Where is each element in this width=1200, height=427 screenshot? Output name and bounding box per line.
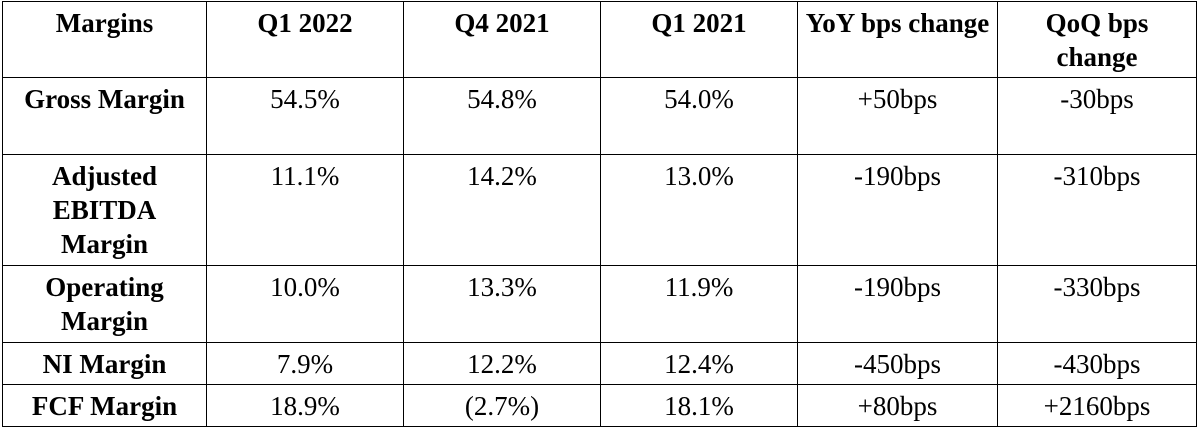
table-row: NI Margin 7.9% 12.2% 12.4% -450bps -430b… [2,342,1197,385]
column-header-q4-2021: Q4 2021 [403,1,601,78]
table-cell: -30bps [997,77,1197,155]
table-cell: -450bps [797,342,998,385]
row-label: Operating Margin [2,265,207,343]
table-cell: +80bps [797,384,998,427]
column-header-yoy-bps-change: YoY bps change [797,1,998,78]
column-header-qoq-bps-change: QoQ bps change [997,1,1197,78]
column-header-q1-2022: Q1 2022 [206,1,404,78]
table-cell: -310bps [997,154,1197,266]
table-cell: +2160bps [997,384,1197,427]
table-cell: 13.0% [600,154,798,266]
table-cell: -330bps [997,265,1197,343]
row-label: Gross Margin [2,77,207,155]
table-row: FCF Margin 18.9% (2.7%) 18.1% +80bps +21… [2,384,1197,427]
table-cell: 14.2% [403,154,601,266]
row-label: NI Margin [2,342,207,385]
table-row: Gross Margin 54.5% 54.8% 54.0% +50bps -3… [2,77,1197,155]
table-cell: 54.8% [403,77,601,155]
table-header-row: Margins Q1 2022 Q4 2021 Q1 2021 YoY bps … [2,1,1197,78]
table-cell: 10.0% [206,265,404,343]
table-cell: +50bps [797,77,998,155]
table-cell: 12.2% [403,342,601,385]
table-cell: 12.4% [600,342,798,385]
table-cell: -190bps [797,154,998,266]
table-cell: 54.0% [600,77,798,155]
row-label: Adjusted EBITDA Margin [2,154,207,266]
table-cell: 11.1% [206,154,404,266]
table-cell: -430bps [997,342,1197,385]
table-cell: 11.9% [600,265,798,343]
table-cell: 54.5% [206,77,404,155]
row-label: FCF Margin [2,384,207,427]
column-header-q1-2021: Q1 2021 [600,1,798,78]
table-cell: 18.1% [600,384,798,427]
table-row: Operating Margin 10.0% 13.3% 11.9% -190b… [2,265,1197,343]
table-cell: (2.7%) [403,384,601,427]
column-header-margins: Margins [2,1,207,78]
table-cell: 7.9% [206,342,404,385]
table-cell: 18.9% [206,384,404,427]
table-cell: 13.3% [403,265,601,343]
table-row: Adjusted EBITDA Margin 11.1% 14.2% 13.0%… [2,154,1197,266]
table-cell: -190bps [797,265,998,343]
